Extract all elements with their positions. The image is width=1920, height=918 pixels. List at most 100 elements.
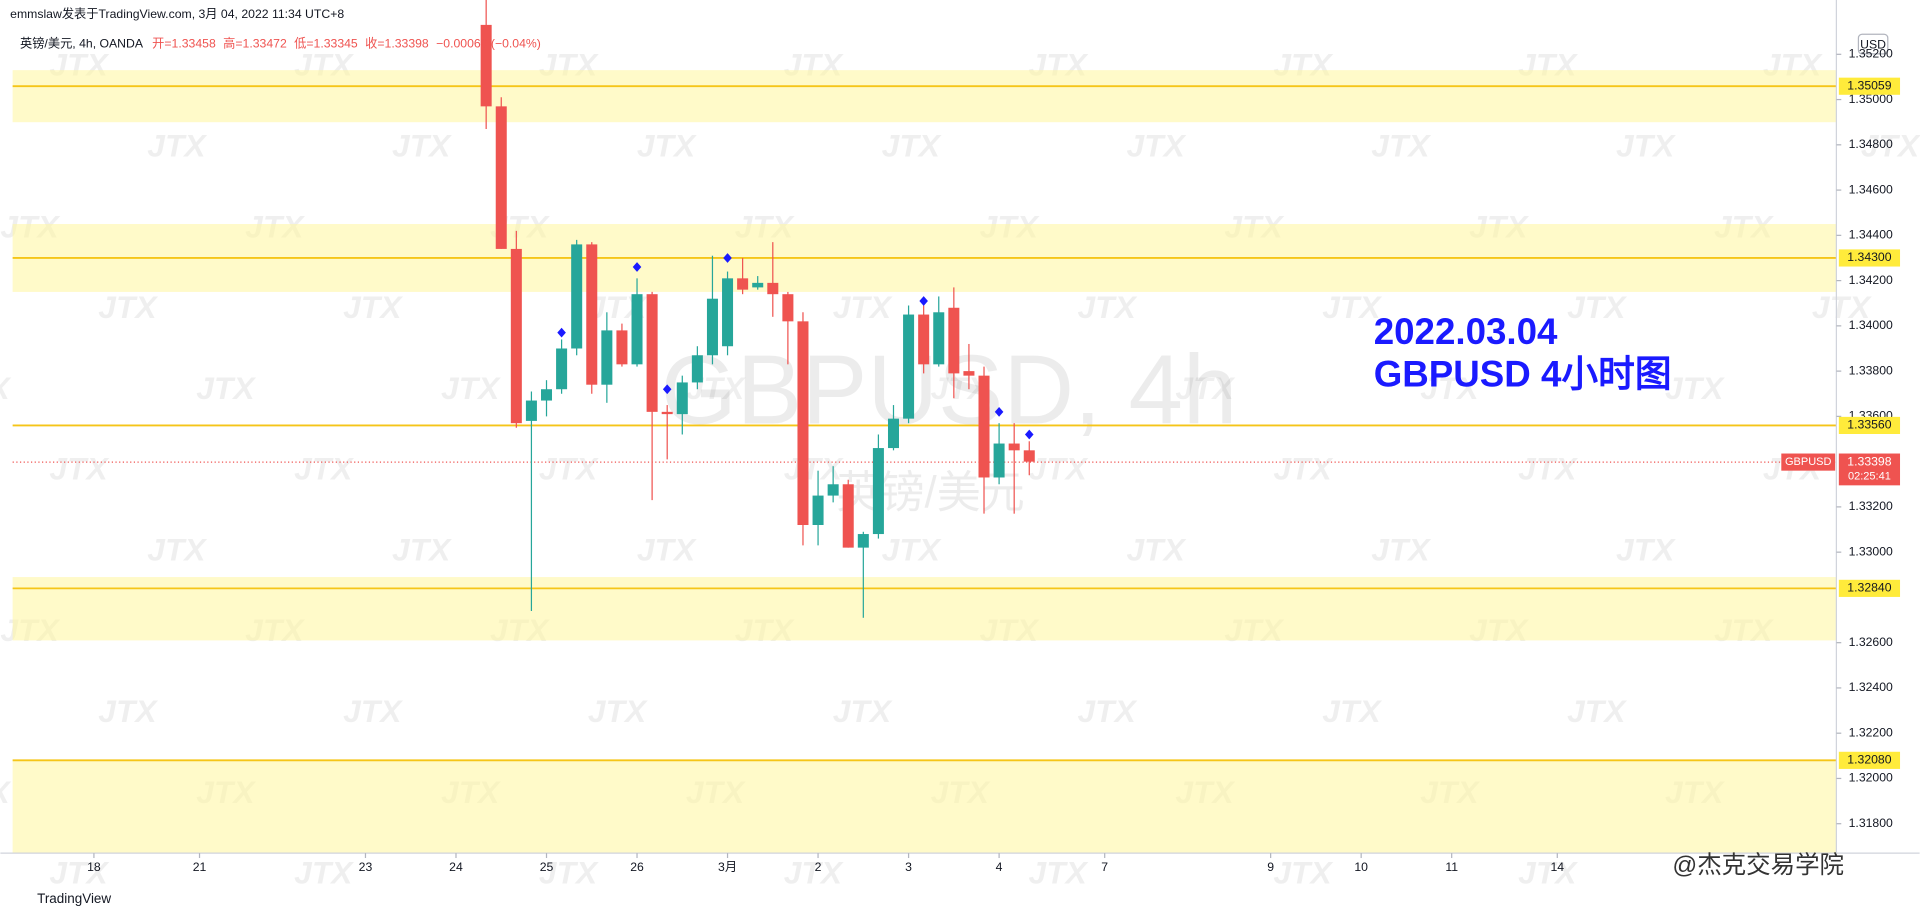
logo-watermark: JTX xyxy=(49,451,109,487)
last-price-tag xyxy=(1781,453,1836,471)
candle-body xyxy=(933,312,945,365)
candle-body xyxy=(525,400,537,421)
y-tick-label: 1.33800 xyxy=(1849,363,1893,377)
last-price-label: 1.33398 xyxy=(1847,454,1891,468)
logo-watermark: JTX xyxy=(441,370,501,406)
logo-watermark: JTX xyxy=(196,370,256,406)
y-tick-label: 1.34200 xyxy=(1849,273,1893,287)
logo-watermark: JTX xyxy=(637,531,697,567)
candle-body xyxy=(872,448,884,535)
logo-watermark: JTX xyxy=(1567,693,1627,729)
last-price-box xyxy=(1838,453,1901,486)
candle-body xyxy=(903,314,915,419)
candle-body xyxy=(737,278,749,290)
candle-body xyxy=(480,24,492,107)
ohlc-close: 收=1.33398 xyxy=(365,36,429,50)
x-tick-label: 26 xyxy=(630,860,644,874)
logo-watermark: JTX xyxy=(1273,451,1333,487)
logo-watermark: JTX xyxy=(343,289,403,325)
x-tick-label: 3 xyxy=(905,860,912,874)
y-tick-label: 1.32600 xyxy=(1849,635,1893,649)
candle-body xyxy=(1008,443,1020,451)
candle-body xyxy=(586,244,598,385)
candle-body xyxy=(691,355,703,383)
logo-watermark: JTX xyxy=(49,855,109,891)
signal-marker xyxy=(662,384,672,395)
level-label-box xyxy=(1838,579,1901,597)
logo-watermark: JTX xyxy=(833,289,893,325)
candle-body xyxy=(948,307,960,374)
logo-watermark: JTX xyxy=(98,289,158,325)
candle-body xyxy=(631,294,643,365)
logo-watermark: JTX xyxy=(784,855,844,891)
logo-watermark: JTX xyxy=(1861,128,1920,164)
x-tick-label: 25 xyxy=(540,860,554,874)
level-label-box xyxy=(1838,751,1901,769)
logo-watermark: JTX xyxy=(1665,370,1725,406)
y-tick-label: 1.32200 xyxy=(1849,725,1893,739)
logo-watermark: JTX xyxy=(294,855,354,891)
candle-body xyxy=(722,278,734,347)
logo-watermark: JTX xyxy=(1322,693,1382,729)
candle-body xyxy=(571,244,583,349)
logo-watermark: JTX xyxy=(1567,289,1627,325)
y-tick-label: 1.34800 xyxy=(1849,137,1893,151)
credit: @杰克交易学院 xyxy=(1672,851,1844,879)
ohlc-open: 开=1.33458 xyxy=(152,36,216,50)
logo-watermark: JTX xyxy=(147,531,207,567)
annotation-title: 2022.03.04 xyxy=(1374,311,1558,352)
logo-watermark: JTX xyxy=(392,128,452,164)
logo-watermark: JTX xyxy=(539,855,599,891)
signal-marker xyxy=(723,253,732,263)
x-tick-label: 11 xyxy=(1445,860,1458,874)
currency: USD xyxy=(1860,38,1886,52)
logo-watermark: JTX xyxy=(1518,451,1578,487)
x-tick-label: 14 xyxy=(1550,860,1564,874)
candle-body xyxy=(887,418,899,449)
y-tick-label: 1.33200 xyxy=(1849,499,1893,513)
candle-body xyxy=(616,330,628,365)
logo-watermark: JTX xyxy=(637,128,697,164)
level-label-box xyxy=(1838,249,1901,267)
logo-watermark: JTX xyxy=(1029,451,1089,487)
candle-body xyxy=(842,484,854,548)
logo-watermark: JTX xyxy=(343,693,403,729)
signal-marker xyxy=(919,296,928,306)
candle-body xyxy=(510,248,522,424)
logo-watermark: JTX xyxy=(784,451,844,487)
logo-watermark: JTX xyxy=(0,370,12,406)
level-label: 1.32080 xyxy=(1847,753,1891,767)
logo-watermark: JTX xyxy=(392,531,452,567)
logo-watermark: JTX xyxy=(1175,370,1235,406)
y-tick-label: 1.31800 xyxy=(1849,816,1893,830)
x-tick-label: 2 xyxy=(815,860,822,874)
x-tick-label: 10 xyxy=(1354,860,1368,874)
brand: TradingView xyxy=(37,891,111,906)
logo-watermark: JTX xyxy=(539,451,599,487)
x-tick-label: 23 xyxy=(359,860,373,874)
signal-marker xyxy=(994,406,1004,417)
candle-body xyxy=(1023,450,1035,462)
zone xyxy=(12,577,1837,641)
logo-watermark: JTX xyxy=(882,128,942,164)
logo-watermark: JTX xyxy=(1322,289,1382,325)
logo-watermark: JTX xyxy=(1078,289,1138,325)
level-label: 1.32840 xyxy=(1847,581,1891,595)
candle-body xyxy=(782,294,794,322)
level-label: 1.35059 xyxy=(1847,78,1891,92)
signal-marker xyxy=(1024,429,1034,440)
x-tick-label: 4 xyxy=(996,860,1003,874)
candle-body xyxy=(993,443,1005,478)
last-price-name: GBPUSD xyxy=(1785,456,1832,468)
candle-body xyxy=(495,106,507,249)
logo-watermark: JTX xyxy=(882,531,942,567)
candle-body xyxy=(812,495,824,526)
candle-body xyxy=(978,375,990,478)
y-tick-label: 1.35200 xyxy=(1849,47,1893,61)
y-tick-label: 1.33000 xyxy=(1849,544,1893,558)
signal-marker xyxy=(557,327,566,338)
level-label: 1.34300 xyxy=(1847,250,1891,264)
logo-watermark: JTX xyxy=(1616,128,1676,164)
currency-box xyxy=(1857,33,1889,55)
